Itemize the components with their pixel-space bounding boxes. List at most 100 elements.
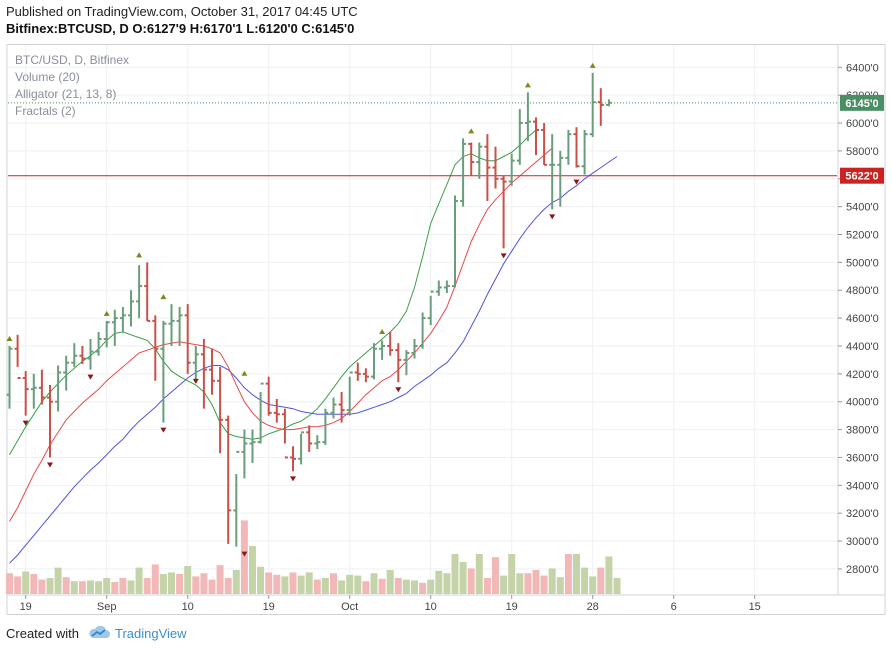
volume-bar — [281, 576, 289, 594]
price-tick-label: 4200'0 — [846, 369, 879, 381]
volume-bar — [127, 580, 135, 594]
ohlc-bar — [265, 376, 272, 416]
price-tick-label: 2800'0 — [846, 564, 879, 576]
ohlc-bar — [14, 334, 21, 380]
ohlc-bar — [87, 339, 94, 370]
ohlc-bar — [136, 265, 143, 319]
volume-bar — [613, 578, 621, 594]
time-tick-label: 28 — [587, 601, 599, 613]
price-tick-label: 4000'0 — [846, 397, 879, 409]
last-price-label-bg — [840, 94, 884, 111]
fractal-down-marker — [192, 378, 199, 384]
fractal-up-marker — [6, 335, 13, 341]
ohlc-bar — [362, 368, 369, 383]
fractal-down-marker — [395, 387, 402, 393]
ohlc-bar — [322, 408, 329, 445]
ohlc-bar — [306, 425, 313, 452]
volume-bar — [402, 579, 410, 594]
price-chart[interactable]: 2800'0 3000'0 3200'0 3400'0 3600'0 3800'0 4000… — [6, 44, 886, 616]
ohlc-bar — [22, 371, 29, 416]
volume-bar — [338, 580, 346, 594]
ohlc-bar — [241, 429, 248, 479]
fractal-down-marker — [87, 374, 94, 380]
volume-bar — [87, 580, 94, 594]
volume-bar — [62, 577, 70, 594]
volume-bar — [70, 581, 78, 594]
ohlc-bar — [128, 290, 134, 327]
ohlc-bar — [557, 150, 564, 207]
fractal-down-marker — [573, 179, 580, 185]
ohlc-bar — [192, 345, 199, 381]
price-tick-label: 3600'0 — [846, 452, 879, 464]
alligator-lips-line — [9, 129, 537, 455]
volume-bar — [581, 567, 589, 594]
volume-bar — [419, 582, 427, 594]
price-tick-label: 3200'0 — [846, 508, 879, 520]
volume-bar — [224, 578, 232, 594]
volume-bar — [573, 554, 580, 594]
ohlc-bar — [589, 72, 596, 137]
created-with-label: Created with — [6, 625, 79, 641]
volume-bar — [78, 581, 86, 594]
ohlc-bar — [314, 435, 321, 450]
volume-bar — [475, 554, 483, 594]
ohlc-bar — [6, 345, 13, 409]
ohlc-bar — [533, 117, 539, 156]
ohlc-bar — [427, 290, 434, 326]
ohlc-bar — [492, 146, 499, 189]
ohlc-bar — [217, 366, 224, 454]
fractal-up-marker — [103, 310, 110, 316]
ohlc-bar — [30, 373, 37, 409]
volume-bar — [305, 572, 313, 594]
fractal-up-marker — [589, 62, 596, 68]
price-tick-label: 5000'0 — [846, 257, 879, 269]
volume-bar — [443, 573, 451, 594]
published-line: Published on TradingView.com, October 31… — [6, 4, 358, 19]
ohlc-bar — [508, 153, 515, 186]
ohlc-bar — [524, 92, 531, 142]
tradingview-logo[interactable]: TradingView — [87, 626, 187, 641]
ohlc-bar — [346, 371, 353, 416]
ohlc-bar — [95, 332, 102, 356]
ohlc-bar — [160, 320, 167, 423]
volume-bar — [143, 578, 151, 594]
ohlc-bar — [71, 343, 78, 367]
cloud-icon — [89, 626, 110, 638]
ohlc-bar — [605, 99, 612, 107]
volume-bar — [435, 570, 443, 594]
volume-bar — [459, 562, 467, 594]
ohlc-bar — [257, 382, 264, 444]
chart-area[interactable]: 2800'0 3000'0 3200'0 3400'0 3600'0 3800'0 4000… — [6, 44, 886, 616]
legend-volume: Volume (20) — [15, 70, 80, 84]
ohlc-bar — [476, 142, 483, 179]
time-tick-label: 19 — [263, 601, 275, 613]
volume-bar — [508, 554, 516, 594]
price-tick-label: 3000'0 — [846, 536, 879, 548]
time-tick-label: 10 — [182, 601, 194, 613]
ohlc-bar — [281, 408, 288, 459]
volume-bar — [95, 581, 103, 594]
time-tick-label: 19 — [506, 601, 518, 613]
volume-bar — [6, 573, 13, 594]
price-labels: 6145'0 5622'0 — [840, 94, 884, 184]
price-tick-label: 4600'0 — [846, 313, 879, 325]
ohlc-bar — [111, 309, 118, 346]
volume-bar — [540, 575, 548, 594]
ohlc-bar — [338, 391, 345, 423]
volume-bar — [556, 577, 564, 594]
time-axis[interactable]: 19 Sep 10 19 Oct 10 19 28 6 15 — [20, 595, 761, 613]
ohlc-bar — [500, 175, 507, 249]
tradingview-brand: TradingView — [114, 625, 187, 641]
volume-bar — [516, 573, 524, 594]
volume-bar — [46, 578, 54, 594]
volume-bar — [240, 520, 248, 594]
fractal-down-marker — [160, 427, 167, 433]
volume-bar — [192, 576, 200, 594]
legend-fractals: Fractals (2) — [15, 104, 76, 118]
fractal-up-marker — [136, 252, 143, 258]
ohlc-bar — [55, 365, 62, 412]
price-axis[interactable]: 2800'0 3000'0 3200'0 3400'0 3600'0 3800'0 4000… — [838, 62, 879, 576]
fractal-down-marker — [549, 214, 556, 220]
volume-bar — [500, 575, 508, 594]
horizontal-line-label-bg — [840, 167, 884, 184]
